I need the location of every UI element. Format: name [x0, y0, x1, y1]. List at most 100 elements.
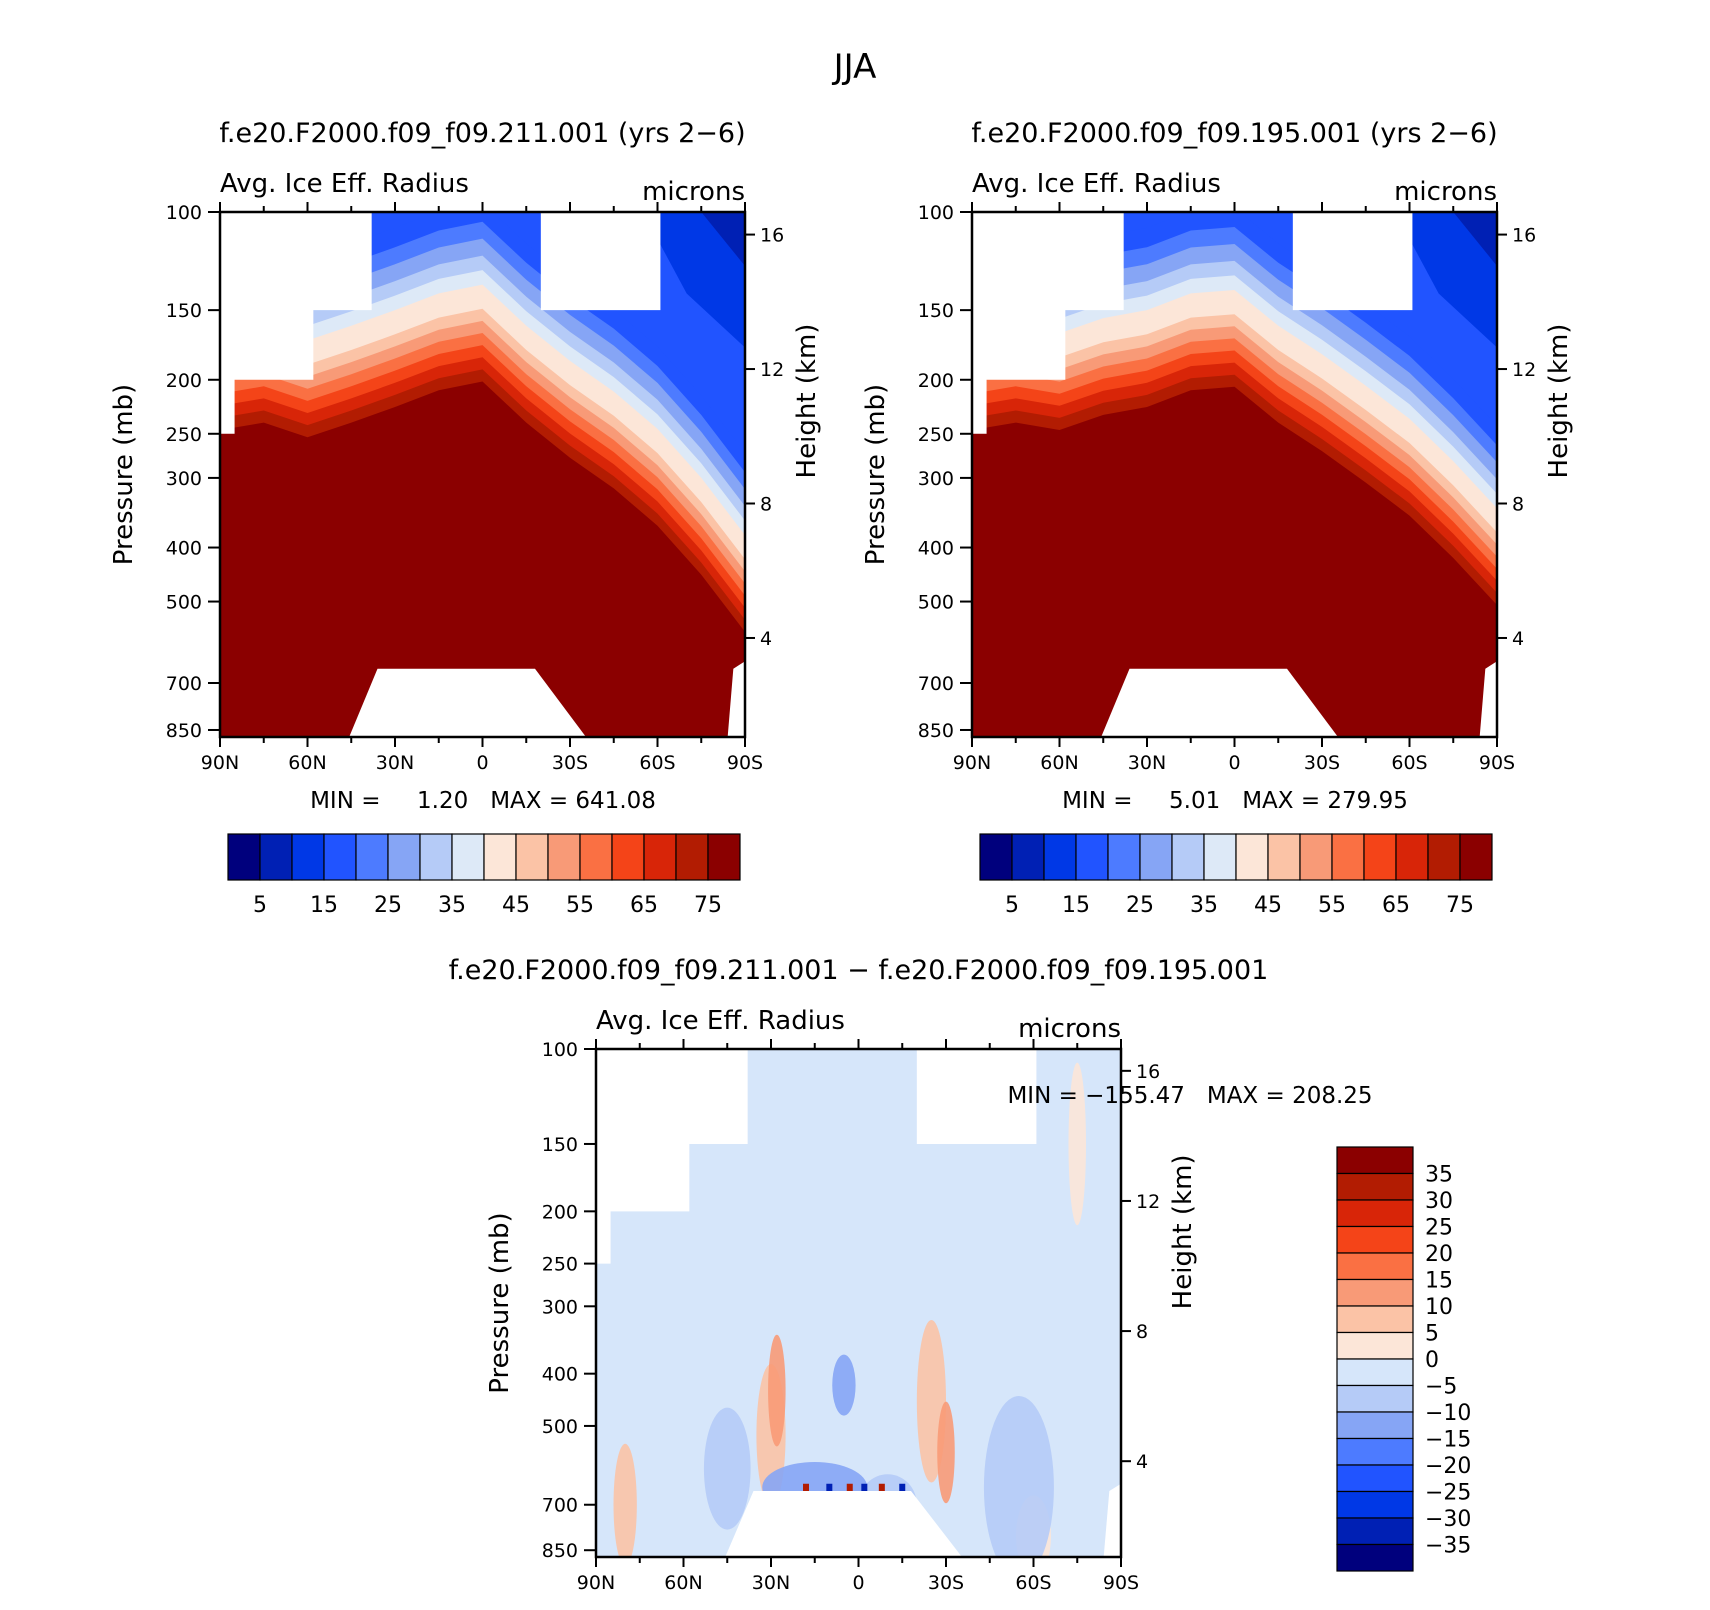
colorbar-label: −5 — [1425, 1375, 1457, 1400]
colorbar-label: −35 — [1425, 1534, 1471, 1559]
pressure-tick-label: 700 — [542, 1495, 578, 1517]
colorbar-label: 55 — [566, 893, 594, 918]
lat-tick-label: 90N — [201, 752, 239, 774]
missing-data-region-1 — [916, 1049, 1037, 1144]
height-tick-label: 8 — [1512, 494, 1524, 516]
lat-tick-label: 60S — [639, 752, 675, 774]
contour-band-south-top — [1453, 212, 1497, 267]
colorbar-swatch — [1203, 833, 1237, 881]
panel-difference: f.e20.F2000.f09_f09.211.001 − f.e20.F200… — [449, 955, 1472, 1594]
missing-data-region-1 — [1292, 212, 1413, 311]
height-tick-label: 8 — [760, 494, 772, 516]
height-tick-label: 16 — [1512, 225, 1536, 247]
colorbar-swatch — [1336, 1225, 1414, 1254]
lat-tick-label: 60S — [1015, 1572, 1051, 1594]
pressure-tick-label: 700 — [166, 673, 202, 695]
colorbar-label: 5 — [253, 893, 267, 918]
units-label: microns — [642, 177, 745, 207]
colorbar-swatch — [1336, 1199, 1414, 1228]
pressure-tick-label: 250 — [918, 424, 954, 446]
colorbar-swatch — [1267, 833, 1301, 881]
lat-tick-label: 30N — [1128, 752, 1166, 774]
colorbar-swatch — [579, 833, 613, 881]
height-tick-label: 8 — [1136, 1321, 1148, 1343]
colorbar-swatch — [979, 833, 1013, 881]
pressure-tick-label: 500 — [166, 592, 202, 614]
colorbar-swatch — [387, 833, 421, 881]
missing-data-region-3 — [1103, 1483, 1121, 1557]
colorbar-swatch — [355, 833, 389, 881]
min-max-label: MIN = −155.47 MAX = 208.25 — [1007, 1083, 1372, 1109]
lat-tick-label: 60N — [664, 1572, 702, 1594]
variable-label: Avg. Ice Eff. Radius — [220, 169, 469, 199]
lat-tick-label: 30S — [552, 752, 588, 774]
colorbar-swatch — [291, 833, 325, 881]
anomaly-blob-7 — [613, 1443, 637, 1557]
min-max-label: MIN = 5.01 MAX = 279.95 — [1062, 788, 1408, 814]
pressure-tick-label: 100 — [542, 1039, 578, 1061]
y-axis-label-height: Height (km) — [1544, 324, 1574, 479]
panel-case2: f.e20.F2000.f09_f09.195.001 (yrs 2−6) Avg… — [861, 118, 1574, 918]
colorbar-swatch — [323, 833, 357, 881]
colorbar-label: −25 — [1425, 1481, 1471, 1506]
variable-label: Avg. Ice Eff. Radius — [972, 169, 1221, 199]
y-axis-label-pressure: Pressure (mb) — [485, 1212, 515, 1393]
colorbar-label: −10 — [1425, 1401, 1471, 1426]
colorbar-swatch — [1139, 833, 1173, 881]
colorbar-label: 30 — [1425, 1189, 1453, 1214]
contour-field — [972, 212, 1497, 737]
lat-tick-label: 90N — [577, 1572, 615, 1594]
colorbar-label: 10 — [1425, 1295, 1453, 1320]
colorbar-swatch — [675, 833, 709, 881]
colorbar-swatch — [1336, 1146, 1414, 1175]
colorbar-swatch — [643, 833, 677, 881]
colorbar-swatch — [1107, 833, 1141, 881]
contour-band-south-high — [1394, 212, 1497, 348]
colorbar-label: 15 — [310, 893, 338, 918]
lat-tick-label: 0 — [852, 1572, 864, 1594]
colorbar-label: 75 — [1446, 893, 1474, 918]
colorbar-label: 65 — [630, 893, 658, 918]
missing-data-region-2 — [1101, 668, 1339, 737]
lat-tick-label: 30S — [928, 1572, 964, 1594]
colorbar-swatch — [1336, 1305, 1414, 1334]
colorbar-label: 25 — [1126, 893, 1154, 918]
colorbar-label: 45 — [502, 893, 530, 918]
colorbar-swatch — [1171, 833, 1205, 881]
colorbar-label: −30 — [1425, 1507, 1471, 1532]
colorbar-swatch — [515, 833, 549, 881]
contour-band-13 — [972, 386, 1497, 737]
lat-tick-label: 90S — [1103, 1572, 1139, 1594]
colorbar-swatch — [1011, 833, 1045, 881]
lat-tick-label: 60N — [1040, 752, 1078, 774]
anomaly-blob-5 — [937, 1401, 955, 1504]
height-tick-label: 12 — [760, 359, 784, 381]
colorbar-label: 25 — [1425, 1216, 1453, 1241]
colorbar-swatch — [1336, 1490, 1414, 1519]
colorbar-swatch — [1336, 1411, 1414, 1440]
colorbar-swatch — [1331, 833, 1365, 881]
colorbar-label: 15 — [1062, 893, 1090, 918]
colorbar-label: 0 — [1425, 1348, 1439, 1373]
lat-tick-label: 30S — [1304, 752, 1340, 774]
figure-title: JJA — [832, 47, 877, 87]
pressure-tick-label: 150 — [918, 300, 954, 322]
pressure-tick-label: 300 — [166, 468, 202, 490]
colorbar-swatch — [1336, 1543, 1414, 1572]
lat-tick-label: 60S — [1391, 752, 1427, 774]
min-max-label: MIN = 1.20 MAX = 641.08 — [310, 788, 656, 814]
colorbar-swatch — [483, 833, 517, 881]
height-tick-label: 12 — [1512, 359, 1536, 381]
y-axis-label-height: Height (km) — [1168, 1154, 1198, 1309]
colorbar-swatch — [1336, 1437, 1414, 1466]
colorbar-label: 45 — [1254, 893, 1282, 918]
panel-title: f.e20.F2000.f09_f09.211.001 (yrs 2−6) — [219, 118, 745, 149]
lat-tick-label: 0 — [476, 752, 488, 774]
y-axis-label-height: Height (km) — [792, 324, 822, 479]
missing-data-region-1 — [540, 212, 661, 311]
pressure-tick-label: 250 — [166, 424, 202, 446]
missing-data-region-3 — [727, 661, 745, 737]
pressure-tick-label: 200 — [918, 370, 954, 392]
missing-data-region-3 — [1479, 661, 1497, 737]
pressure-tick-label: 100 — [166, 202, 202, 224]
